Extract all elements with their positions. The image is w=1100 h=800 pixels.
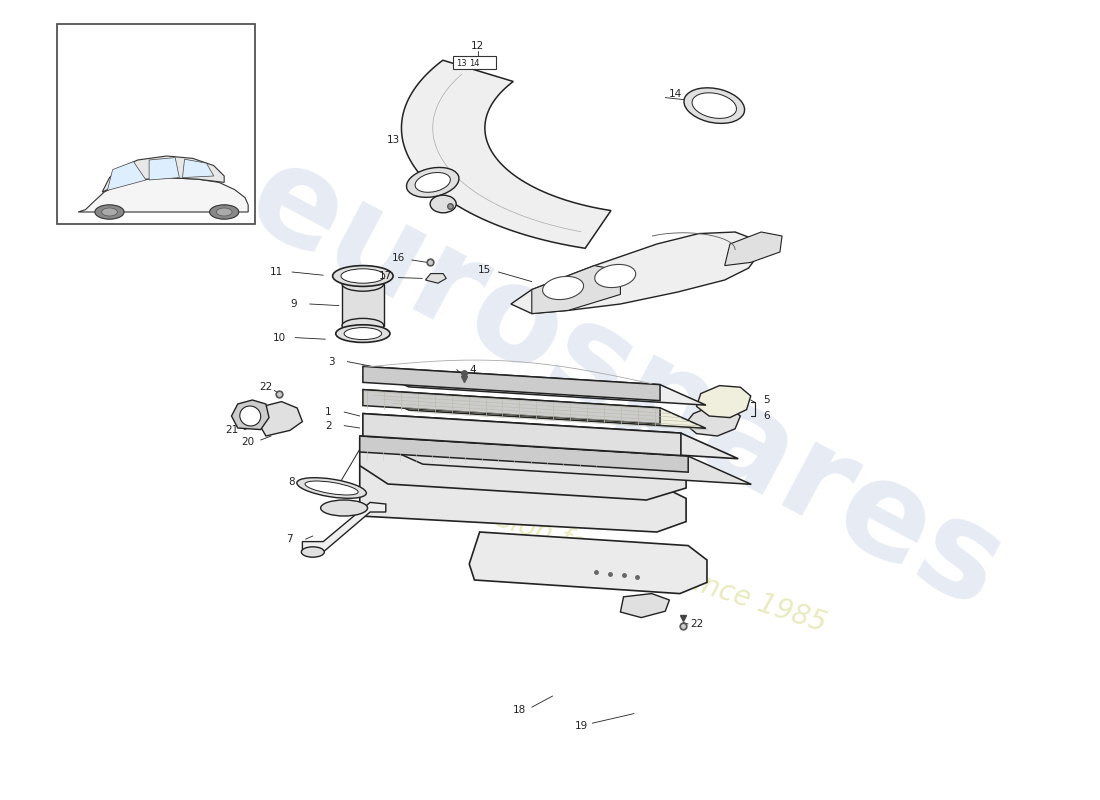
Ellipse shape	[430, 195, 456, 213]
Text: 13: 13	[386, 135, 399, 145]
Polygon shape	[360, 438, 686, 500]
Polygon shape	[402, 60, 610, 248]
Polygon shape	[363, 366, 706, 405]
Polygon shape	[302, 502, 386, 552]
Ellipse shape	[407, 167, 459, 198]
Polygon shape	[78, 178, 249, 212]
Ellipse shape	[692, 93, 737, 118]
Ellipse shape	[305, 481, 359, 495]
Text: 14: 14	[669, 90, 682, 99]
Text: 2: 2	[326, 421, 332, 430]
Polygon shape	[620, 594, 670, 618]
Polygon shape	[231, 400, 270, 430]
FancyBboxPatch shape	[452, 56, 496, 69]
Text: 10: 10	[273, 333, 286, 342]
Ellipse shape	[95, 205, 124, 219]
Polygon shape	[531, 266, 620, 314]
Ellipse shape	[297, 478, 366, 498]
Text: 12: 12	[471, 42, 484, 51]
Polygon shape	[360, 436, 689, 472]
Ellipse shape	[336, 325, 390, 342]
Text: 3: 3	[328, 357, 334, 366]
Text: 7: 7	[287, 534, 294, 544]
Ellipse shape	[320, 500, 367, 516]
Ellipse shape	[332, 266, 393, 286]
Text: 8: 8	[288, 477, 295, 486]
Polygon shape	[696, 386, 751, 418]
Text: 22: 22	[690, 619, 703, 629]
Polygon shape	[360, 466, 686, 532]
Ellipse shape	[210, 205, 239, 219]
FancyBboxPatch shape	[57, 24, 255, 224]
Polygon shape	[725, 232, 782, 266]
Text: 5: 5	[763, 395, 770, 405]
Polygon shape	[426, 274, 447, 283]
Polygon shape	[363, 414, 681, 455]
Text: 15: 15	[478, 266, 492, 275]
Ellipse shape	[595, 265, 636, 287]
Text: a passion for parts since 1985: a passion for parts since 1985	[421, 482, 829, 638]
Polygon shape	[102, 156, 224, 192]
Text: 18: 18	[513, 706, 526, 715]
Polygon shape	[108, 162, 146, 190]
Polygon shape	[360, 436, 751, 484]
Ellipse shape	[342, 318, 384, 333]
Polygon shape	[363, 366, 660, 401]
Text: 20: 20	[242, 438, 255, 447]
Ellipse shape	[542, 277, 584, 299]
Polygon shape	[150, 158, 179, 180]
Ellipse shape	[342, 277, 384, 291]
Polygon shape	[470, 532, 707, 594]
Text: 17: 17	[379, 271, 393, 281]
Ellipse shape	[344, 328, 382, 339]
Text: 1: 1	[326, 407, 332, 417]
Polygon shape	[363, 390, 706, 428]
Text: 22: 22	[260, 382, 273, 392]
Text: 9: 9	[290, 299, 297, 309]
Text: 14: 14	[470, 58, 480, 68]
Text: 16: 16	[392, 253, 405, 262]
Ellipse shape	[240, 406, 261, 426]
Polygon shape	[183, 159, 213, 178]
Ellipse shape	[101, 208, 118, 216]
Text: 4: 4	[469, 365, 475, 374]
Polygon shape	[363, 390, 660, 424]
Ellipse shape	[217, 208, 232, 216]
Polygon shape	[685, 406, 740, 436]
Ellipse shape	[684, 88, 745, 123]
Text: 21: 21	[224, 426, 238, 435]
Polygon shape	[510, 232, 759, 314]
Text: 11: 11	[270, 267, 283, 277]
Ellipse shape	[415, 173, 450, 192]
Text: 6: 6	[763, 411, 770, 421]
Text: 19: 19	[575, 722, 589, 731]
Polygon shape	[255, 402, 302, 436]
Text: 13: 13	[455, 58, 466, 68]
Polygon shape	[342, 284, 384, 326]
Polygon shape	[363, 414, 738, 458]
Ellipse shape	[301, 547, 324, 557]
Text: eurospares: eurospares	[228, 132, 1024, 636]
Ellipse shape	[341, 269, 385, 283]
